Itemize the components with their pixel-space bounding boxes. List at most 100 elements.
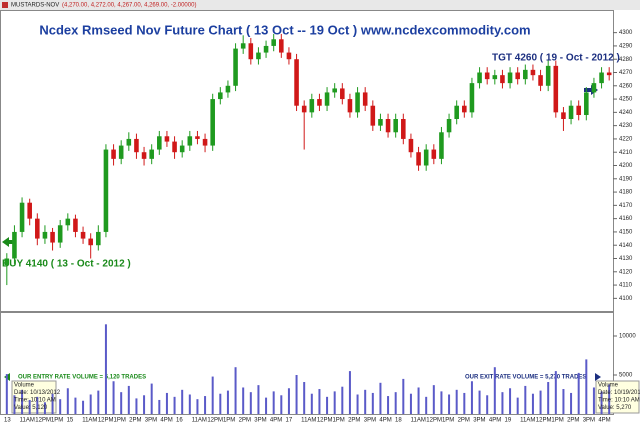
y-tick-label: 4110 <box>619 283 633 289</box>
y-tick-label: 4260 <box>619 83 633 89</box>
y-tick-label: 4220 <box>619 137 633 143</box>
volume-bar <box>478 390 481 414</box>
x-tick-label: 4PM <box>379 418 391 424</box>
x-tick-label: 11AM <box>192 418 207 424</box>
volume-bar <box>120 392 123 414</box>
candle-body <box>195 136 200 139</box>
header-symbol: MUSTARDS-NOV <box>11 3 59 9</box>
x-tick-label: 2PM <box>567 418 579 424</box>
candle-body <box>462 105 467 113</box>
x-tick-label: 16 <box>176 418 183 424</box>
candle-body <box>423 149 429 166</box>
candle-body <box>309 99 315 113</box>
candle-body <box>27 202 32 219</box>
price-panel <box>0 10 614 312</box>
volume-bar <box>21 389 24 414</box>
candle-body <box>225 85 231 93</box>
volume-bar <box>82 400 85 414</box>
volume-bar <box>181 389 184 414</box>
volume-bar <box>204 396 207 414</box>
candle-body <box>187 136 193 146</box>
candle-body <box>164 136 170 142</box>
candle-body <box>416 152 421 166</box>
x-tick-label: 4PM <box>489 418 501 424</box>
candle-body <box>65 218 71 226</box>
candle-body <box>202 138 208 146</box>
candle-body <box>301 105 307 113</box>
header-bar <box>0 0 640 10</box>
x-tick-label: 3PM <box>583 418 595 424</box>
x-tick-label: 17 <box>286 418 293 424</box>
volume-bar <box>112 381 115 414</box>
candle-body <box>431 149 437 159</box>
candle-body <box>401 119 406 139</box>
x-tick-label: 1PM <box>442 418 454 424</box>
volume-bar <box>402 378 405 414</box>
volume-bar <box>104 324 107 414</box>
candle-body <box>4 258 10 266</box>
candle-body <box>515 72 520 80</box>
exit-volume-annotation: OUR EXIT RATE VOLUME = 5,270 TRADES <box>465 375 586 381</box>
volume-bar <box>173 396 176 414</box>
x-tick-label: 12PM <box>536 418 552 424</box>
x-tick-label: 12PM <box>35 418 51 424</box>
y-tick-label: 4200 <box>619 163 633 169</box>
y-tick-label: 4100 <box>619 296 633 302</box>
candle-body <box>279 39 284 53</box>
candle-body <box>492 75 498 80</box>
candle-body <box>439 132 444 159</box>
y-tick-label: 4140 <box>619 243 633 249</box>
candle-body <box>385 119 391 133</box>
candle-body <box>111 149 116 159</box>
x-tick-label: 1PM <box>551 418 563 424</box>
header-icon <box>2 2 8 8</box>
candle-body <box>545 65 551 86</box>
candle-body <box>393 119 398 133</box>
volume-bar <box>394 392 397 414</box>
volume-bar <box>600 391 603 414</box>
buy-annotation: BUY 4140 ( 13 - Oct - 2012 ) <box>2 259 131 270</box>
volume-bar <box>493 367 496 414</box>
candle-body <box>134 138 139 153</box>
x-tick-label: 19 <box>505 418 512 424</box>
volume-bar <box>409 393 412 414</box>
tooltip-text: Date: 10/19/2012 <box>598 390 640 396</box>
tooltip-box <box>11 380 57 414</box>
volume-bar <box>516 397 519 414</box>
volume-bar <box>28 399 31 414</box>
volume-bar <box>13 395 16 414</box>
y-tick-label: 4160 <box>619 216 633 222</box>
tooltip-text: Volume <box>14 383 35 389</box>
candle-body <box>256 52 261 60</box>
candle-body <box>12 231 17 259</box>
volume-bar <box>143 395 146 414</box>
volume-bar <box>74 397 77 414</box>
candle-body <box>362 92 368 106</box>
volume-bar <box>219 393 222 414</box>
volume-bar <box>463 392 466 414</box>
candle-body <box>576 105 581 116</box>
chart-title: Ncdex Rmseed Nov Future Chart ( 13 Oct -… <box>39 22 530 37</box>
x-tick-label: 11AM <box>411 418 426 424</box>
volume-bar <box>5 374 8 414</box>
x-tick-label: 1PM <box>332 418 344 424</box>
candle-body <box>179 145 185 153</box>
y-tick-label: 4130 <box>619 256 633 262</box>
candle-body <box>484 72 490 80</box>
candle-body <box>103 149 109 232</box>
volume-bar <box>509 388 512 414</box>
y-tick-label: 4300 <box>619 30 633 36</box>
volume-bar <box>333 391 336 414</box>
x-tick-label: 11AM <box>82 418 97 424</box>
candle-body <box>561 112 566 119</box>
candle-body <box>538 75 543 86</box>
volume-bar <box>432 385 435 414</box>
y-tick-label: 4150 <box>619 230 633 236</box>
candle-body <box>286 52 292 60</box>
y-tick-label: 4250 <box>619 97 633 103</box>
candle-body <box>446 119 452 133</box>
x-tick-label: 1PM <box>223 418 235 424</box>
candle-body <box>50 231 55 243</box>
volume-bar <box>234 367 237 414</box>
